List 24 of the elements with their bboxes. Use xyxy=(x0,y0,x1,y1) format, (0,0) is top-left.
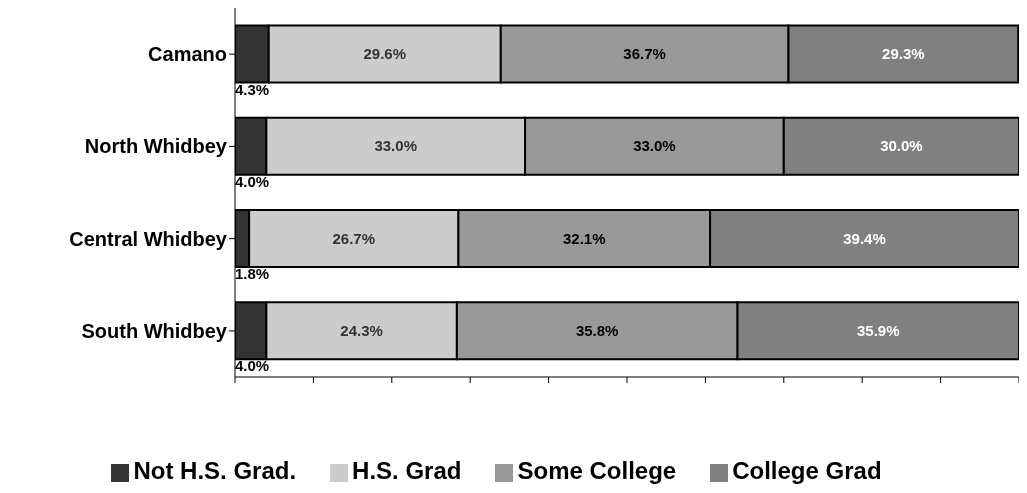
data-label: 32.1% xyxy=(563,229,606,247)
legend-label: College Grad xyxy=(732,457,882,484)
data-label: 35.8% xyxy=(575,321,619,339)
data-label: 29.3% xyxy=(882,45,925,63)
data-label: 26.7% xyxy=(332,229,376,247)
data-label: 30.0% xyxy=(880,137,923,155)
legend-label: Some College xyxy=(517,457,677,484)
y-tick-label: Central Whidbey xyxy=(69,227,228,250)
data-label: 4.0% xyxy=(235,357,270,375)
data-label: 39.4% xyxy=(843,229,886,247)
data-label: 36.7% xyxy=(623,45,666,63)
y-tick-label: Camano xyxy=(148,43,227,66)
legend-label: Not H.S. Grad. xyxy=(133,457,297,484)
data-label: 35.9% xyxy=(857,321,900,339)
data-label: 33.0% xyxy=(374,137,417,155)
y-tick-label: South Whidbey xyxy=(81,319,228,342)
data-label: 33.0% xyxy=(633,137,676,155)
y-tick-label: North Whidbey xyxy=(84,135,228,158)
data-label: 1.8% xyxy=(235,265,270,283)
data-label: 4.0% xyxy=(235,172,270,190)
data-label: 24.3% xyxy=(340,321,383,339)
legend-label: H.S. Grad xyxy=(352,457,462,484)
data-label: 4.3% xyxy=(235,80,270,98)
data-label: 29.6% xyxy=(363,45,407,63)
